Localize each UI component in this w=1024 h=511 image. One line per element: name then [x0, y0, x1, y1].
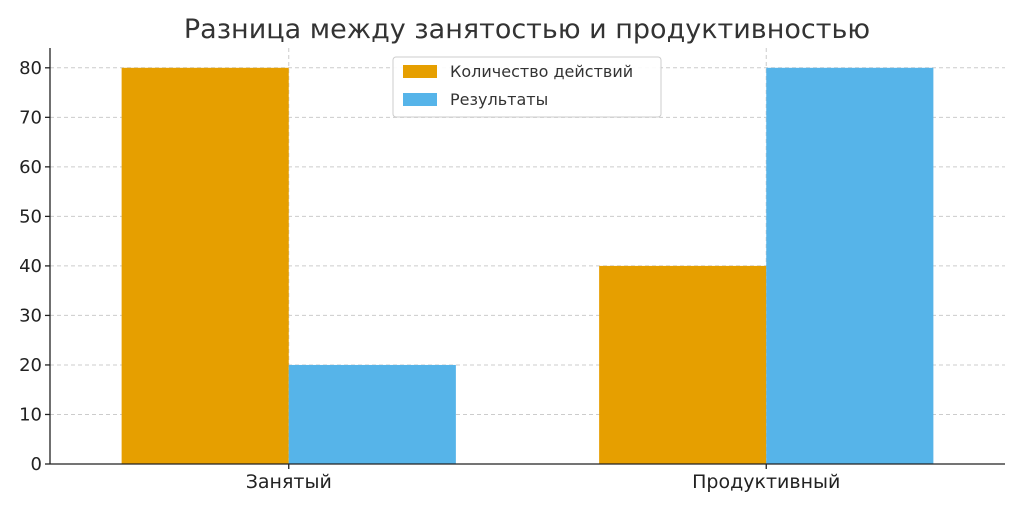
y-tick-label: 30 — [19, 305, 42, 326]
bar-1-0 — [288, 364, 456, 464]
y-tick-label: 20 — [19, 355, 42, 376]
y-tick-label: 50 — [19, 206, 42, 227]
bars — [121, 67, 934, 465]
legend-frame — [392, 56, 662, 118]
y-tick-labels: 0 10 20 30 40 50 60 70 80 — [19, 58, 50, 475]
y-tick-label: 60 — [19, 157, 42, 178]
legend: Количество действий Результаты — [392, 56, 662, 118]
x-tick-labels: Занятый Продуктивный — [246, 464, 840, 493]
x-tick-label: Продуктивный — [692, 471, 840, 493]
bar-1-1 — [766, 67, 934, 465]
y-tick-label: 0 — [31, 454, 42, 475]
chart-title: Разница между занятостью и продуктивност… — [184, 14, 870, 45]
y-tick-label: 40 — [19, 256, 42, 277]
y-tick-label: 70 — [19, 107, 42, 128]
y-tick-label: 10 — [19, 404, 42, 425]
legend-swatch-0 — [403, 65, 437, 78]
legend-label-1: Результаты — [450, 90, 548, 109]
x-tick-label: Занятый — [246, 471, 332, 493]
y-tick-label: 80 — [19, 58, 42, 79]
bar-0-0 — [121, 67, 289, 465]
legend-swatch-1 — [403, 93, 437, 106]
legend-label-0: Количество действий — [450, 62, 633, 81]
bar-0-1 — [599, 265, 767, 464]
